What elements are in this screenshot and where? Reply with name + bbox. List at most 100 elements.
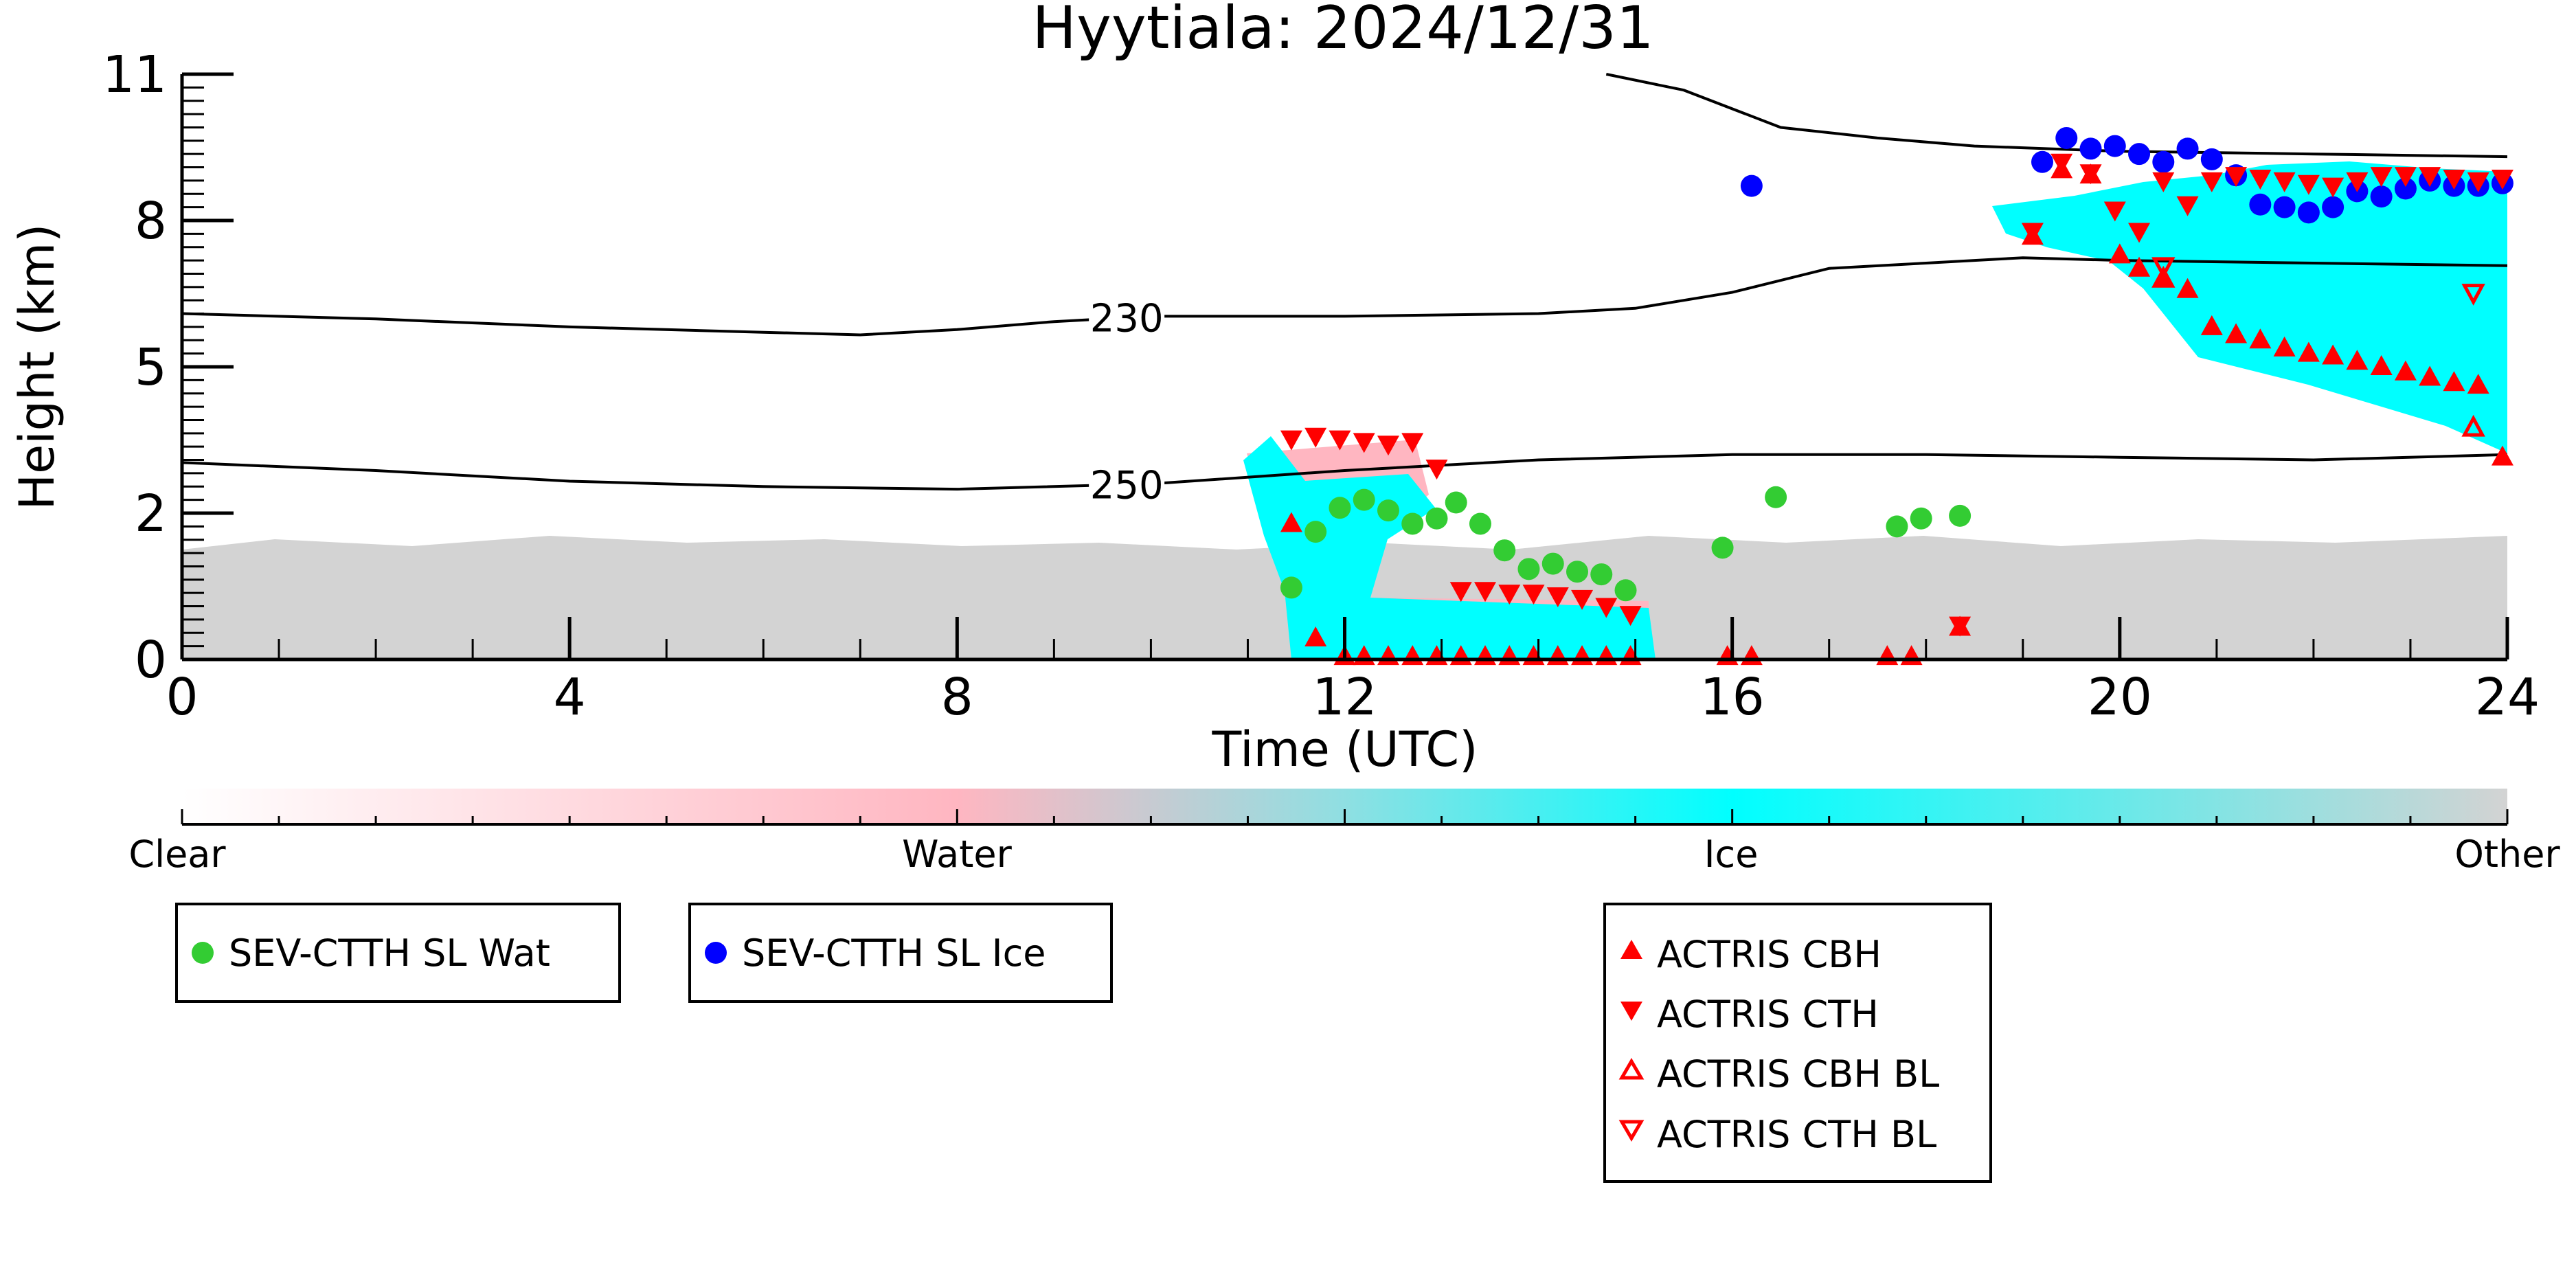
point-actris-cth xyxy=(2079,164,2102,185)
point-actris-cbh xyxy=(2128,256,2151,277)
legend-right-box xyxy=(1603,903,1992,1183)
point-actris-cth-bl xyxy=(2151,257,2176,280)
point-sev-ctth-sl-ice xyxy=(2273,196,2296,218)
point-actris-cbh xyxy=(2419,365,2441,386)
point-actris-cth xyxy=(1280,430,1302,451)
point-actris-cbh xyxy=(1304,626,1327,647)
point-actris-cth xyxy=(1353,433,1375,453)
legend-label-cth: ACTRIS CTH xyxy=(1657,993,1879,1036)
point-actris-cbh xyxy=(2394,360,2417,381)
colorbar-label-ice: Ice xyxy=(1704,833,1759,876)
x-tick-label: 24 xyxy=(2475,668,2540,727)
legend-label-sev-ice: SEV-CTTH SL Ice xyxy=(742,931,1046,975)
legend-marker-sev-wat xyxy=(192,942,214,964)
legend-label-cbh: ACTRIS CBH xyxy=(1657,933,1882,976)
colorbar-label-clear: Clear xyxy=(128,833,226,876)
legend-left: SEV-CTTH SL Wat xyxy=(175,903,621,1003)
point-actris-cth xyxy=(2225,167,2248,188)
point-sev-ctth-sl-wat xyxy=(1541,552,1564,575)
contour-line xyxy=(181,453,2508,491)
point-actris-cth xyxy=(1619,606,1642,626)
contour-line xyxy=(181,256,2508,337)
point-sev-ctth-sl-wat xyxy=(1304,521,1327,543)
contour-label-bg xyxy=(1089,464,1165,506)
point-actris-cth xyxy=(1304,427,1327,448)
point-actris-cth xyxy=(2249,170,2272,190)
point-sev-ctth-sl-ice xyxy=(2394,177,2417,200)
y-ticks: 0 2 5 8 11 xyxy=(102,45,234,690)
y-tick-label: 2 xyxy=(135,484,167,543)
point-sev-ctth-sl-wat xyxy=(1614,579,1637,602)
point-actris-cth xyxy=(2394,167,2417,188)
point-actris-cth xyxy=(2176,196,2199,216)
x-tick-label: 20 xyxy=(2088,668,2152,727)
point-actris-cth xyxy=(1949,616,1971,637)
point-actris-cbh xyxy=(2370,355,2393,375)
point-sev-ctth-sl-ice xyxy=(2370,185,2393,208)
point-sev-ctth-sl-ice xyxy=(2079,137,2102,160)
x-tick-label: 12 xyxy=(1312,668,1377,727)
point-actris-cth xyxy=(2297,174,2320,195)
point-actris-cth-bl xyxy=(2461,284,2485,306)
legend-marker-cbh-bl xyxy=(1618,1058,1645,1080)
point-actris-cbh xyxy=(2249,328,2272,349)
point-actris-cbh xyxy=(2443,371,2465,392)
colorbar-label-water: Water xyxy=(902,833,1012,876)
point-actris-cth xyxy=(2273,172,2296,192)
x-tick-label: 4 xyxy=(554,668,586,727)
point-sev-ctth-sl-ice xyxy=(2176,137,2199,160)
chart-title: Hyytiala: 2024/12/31 xyxy=(1032,0,1653,63)
point-sev-ctth-sl-wat xyxy=(1329,497,1351,519)
legend-marker-cbh xyxy=(1620,940,1642,959)
legend-label-cth-bl: ACTRIS CTH BL xyxy=(1657,1113,1936,1156)
point-actris-cth xyxy=(2491,170,2513,190)
legend-label-sev-wat: SEV-CTTH SL Wat xyxy=(229,931,550,975)
point-sev-ctth-sl-wat xyxy=(1949,504,1971,527)
legend-marker-cth-bl xyxy=(1618,1120,1645,1142)
point-actris-cbh xyxy=(2273,336,2296,357)
colorbar: Clear Water Ice Other xyxy=(128,789,2560,876)
point-actris-cth xyxy=(2419,167,2441,188)
point-actris-cth xyxy=(2050,153,2073,174)
x-tick-label: 8 xyxy=(941,668,973,727)
point-sev-ctth-sl-wat xyxy=(1765,486,1787,508)
colorbar-label-other: Other xyxy=(2454,833,2560,876)
temperature-contours: 230 250 xyxy=(181,73,2508,508)
point-sev-ctth-sl-ice xyxy=(2128,143,2151,166)
point-sev-ctth-sl-wat xyxy=(1910,507,1932,530)
point-actris-cbh xyxy=(1280,512,1302,532)
point-actris-cth xyxy=(1377,436,1399,456)
contour-label-bg xyxy=(1089,297,1165,339)
point-actris-cbh-bl xyxy=(2461,414,2485,437)
contour-line xyxy=(1605,73,2508,159)
point-actris-cth xyxy=(2322,177,2345,198)
x-tick-label: 0 xyxy=(166,668,198,727)
point-actris-cth xyxy=(1522,585,1545,605)
point-sev-ctth-sl-ice xyxy=(2322,196,2345,218)
point-actris-cbh-bl xyxy=(2151,265,2176,288)
point-actris-cbh xyxy=(2346,350,2369,370)
point-actris-cth xyxy=(1449,582,1472,602)
y-axis-label: Height (km) xyxy=(9,224,65,510)
y-tick-label: 8 xyxy=(135,192,167,251)
legend-middle: SEV-CTTH SL Ice xyxy=(688,903,1113,1003)
point-actris-cbh xyxy=(2200,315,2223,335)
point-actris-cbh xyxy=(2176,278,2199,298)
point-actris-cth xyxy=(2128,223,2151,243)
x-ticks: 0 4 8 12 16 20 24 xyxy=(166,617,2540,727)
point-sev-ctth-sl-ice xyxy=(2200,148,2223,170)
point-sev-ctth-sl-wat xyxy=(1493,539,1516,562)
point-sev-ctth-sl-ice xyxy=(2152,150,2175,173)
point-actris-cth xyxy=(1571,589,1594,610)
point-sev-ctth-sl-wat xyxy=(1711,536,1734,559)
point-sev-ctth-sl-ice xyxy=(2055,126,2078,149)
point-actris-cth xyxy=(2103,201,2126,222)
point-actris-cth xyxy=(2370,167,2393,188)
point-sev-ctth-sl-wat xyxy=(1469,512,1491,535)
legend-left-box xyxy=(175,903,621,1003)
point-sev-ctth-sl-ice xyxy=(2249,193,2272,216)
contour-label: 250 xyxy=(1090,463,1164,508)
contour-label: 230 xyxy=(1090,296,1164,341)
